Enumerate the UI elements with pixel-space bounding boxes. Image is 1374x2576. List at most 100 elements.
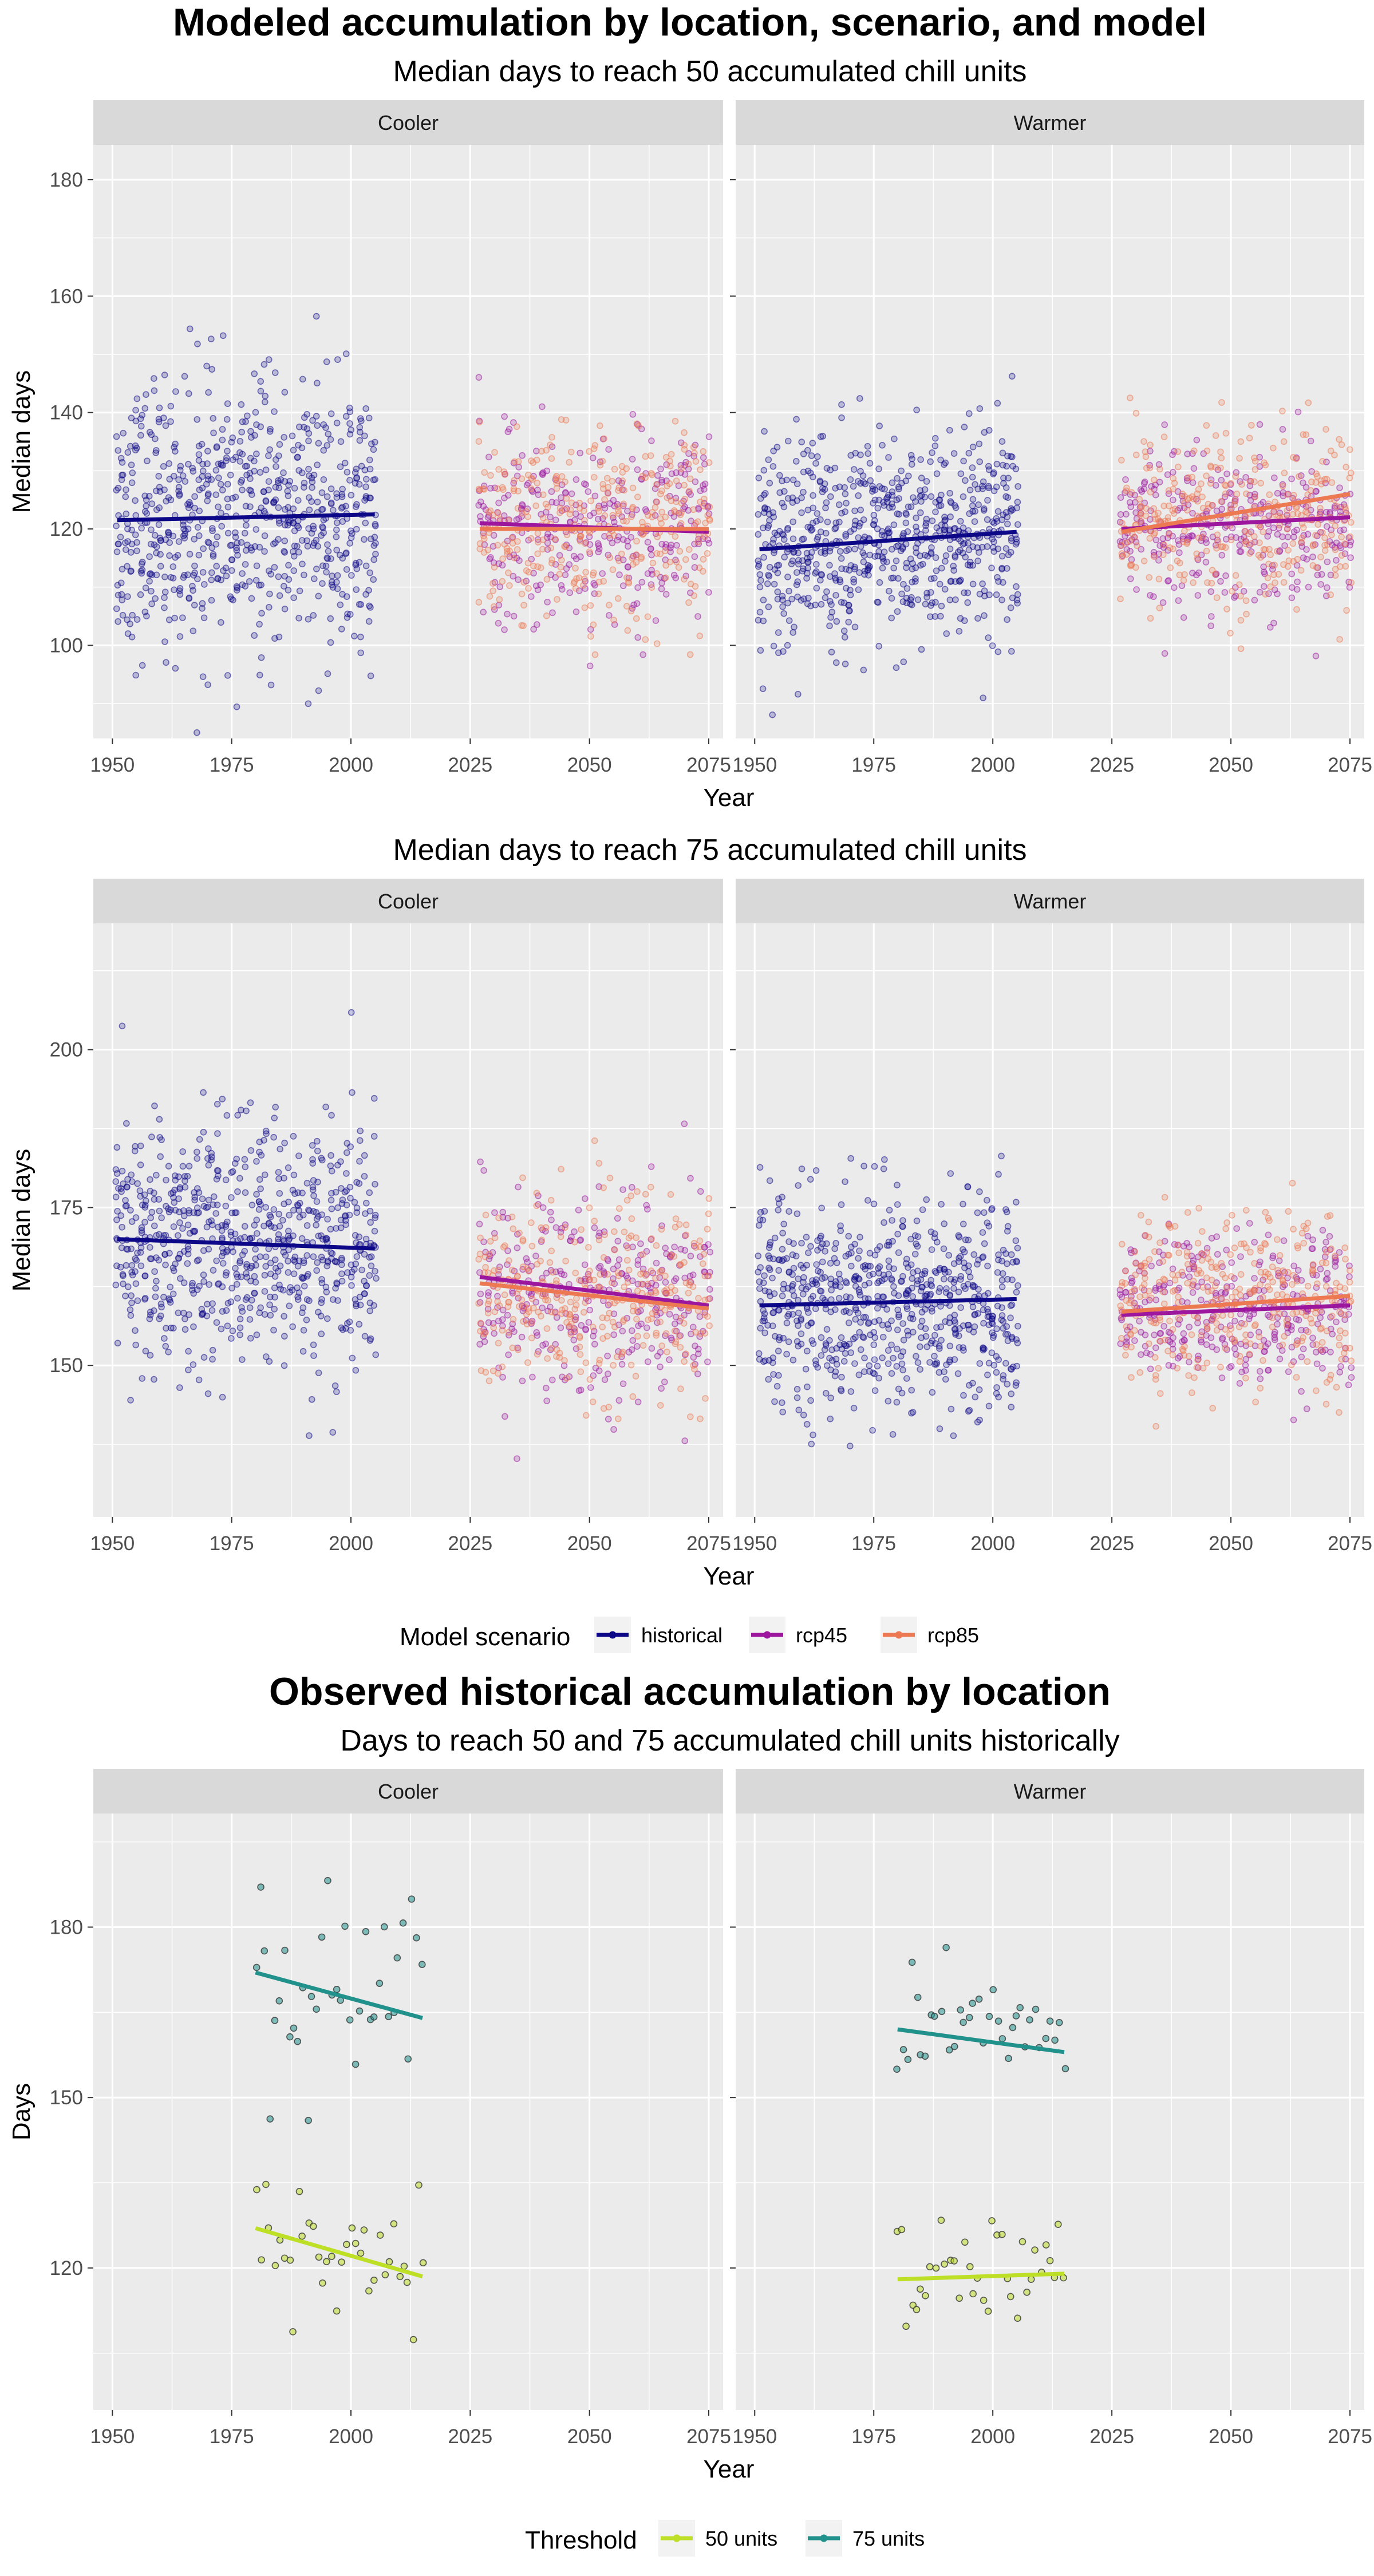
data-point [644,539,652,546]
data-point [644,1358,652,1365]
data-point [141,1204,149,1211]
y-axis-title: Median days [7,370,35,513]
data-point [348,492,355,499]
data-point [981,1209,988,1216]
data-point [368,1262,375,1270]
data-point [696,633,704,639]
data-point [898,590,905,598]
data-point [1137,517,1144,525]
data-point [213,1257,220,1265]
data-point [661,1306,669,1314]
data-point [514,1273,521,1279]
data-point [812,1167,820,1174]
data-point [294,543,301,550]
data-point [974,557,981,564]
data-point [199,568,207,576]
data-point [127,1397,134,1404]
data-point [133,539,140,546]
data-point [804,559,811,566]
data-point [933,470,941,477]
data-point [994,545,1002,552]
data-point [543,1397,550,1404]
data-point [909,1285,915,1291]
data-point [1238,481,1245,488]
data-point [147,1176,153,1183]
data-point [546,1259,554,1266]
data-point [700,454,707,461]
data-point [151,1190,157,1196]
data-point [262,466,270,473]
data-point [508,535,516,542]
strip-background [93,100,723,145]
data-point [223,416,231,423]
data-point [351,1199,358,1206]
data-point [133,395,141,402]
data-point [623,1272,630,1279]
data-point [1279,533,1286,540]
data-point [779,1246,786,1253]
data-point [519,452,526,459]
data-point [239,1356,246,1363]
data-point [855,492,862,499]
data-point [647,1163,655,1170]
data-point [793,480,801,488]
data-point [294,497,302,504]
data-point [184,571,191,578]
data-point [172,440,179,448]
data-point [143,1197,149,1204]
data-point [885,1325,893,1332]
data-point [1199,493,1206,500]
data-point [912,498,919,505]
data-point [672,417,679,425]
data-point [496,596,503,603]
data-point [1284,526,1290,533]
data-point [605,1416,612,1423]
data-point [309,417,316,424]
data-point [847,1294,854,1301]
data-point [1147,488,1154,496]
data-point [291,485,298,492]
data-point [128,1262,136,1269]
data-point [191,504,198,512]
data-point [161,588,169,595]
data-point [232,453,239,461]
data-point [505,1351,512,1358]
data-point [281,434,287,441]
data-point [161,594,168,601]
data-point [789,1271,796,1278]
data-point [629,1184,635,1191]
data-point [1271,474,1278,481]
data-point [875,465,882,472]
data-point [802,1365,810,1373]
data-point [1302,431,1310,438]
data-point [893,664,900,671]
data-point [238,539,245,546]
data-point [270,1206,278,1213]
data-point [148,600,155,607]
data-point [132,531,139,539]
data-point [348,426,355,433]
data-point [572,476,580,483]
data-point [212,1210,220,1217]
data-point [615,510,622,517]
data-point [587,497,594,504]
data-point [965,1262,972,1269]
data-point [990,469,997,476]
data-point [1314,521,1321,528]
data-point [595,548,602,556]
data-point [332,1188,339,1196]
data-point [998,552,1006,560]
data-point [489,580,496,587]
data-point [1276,521,1283,529]
data-point [797,1315,805,1322]
data-point [152,435,159,442]
data-point [989,535,996,543]
data-point [961,617,968,625]
data-point [1207,622,1214,630]
data-point [642,636,649,643]
data-point [270,540,277,548]
data-point [215,474,222,481]
data-point [653,570,660,577]
data-point [881,548,888,555]
